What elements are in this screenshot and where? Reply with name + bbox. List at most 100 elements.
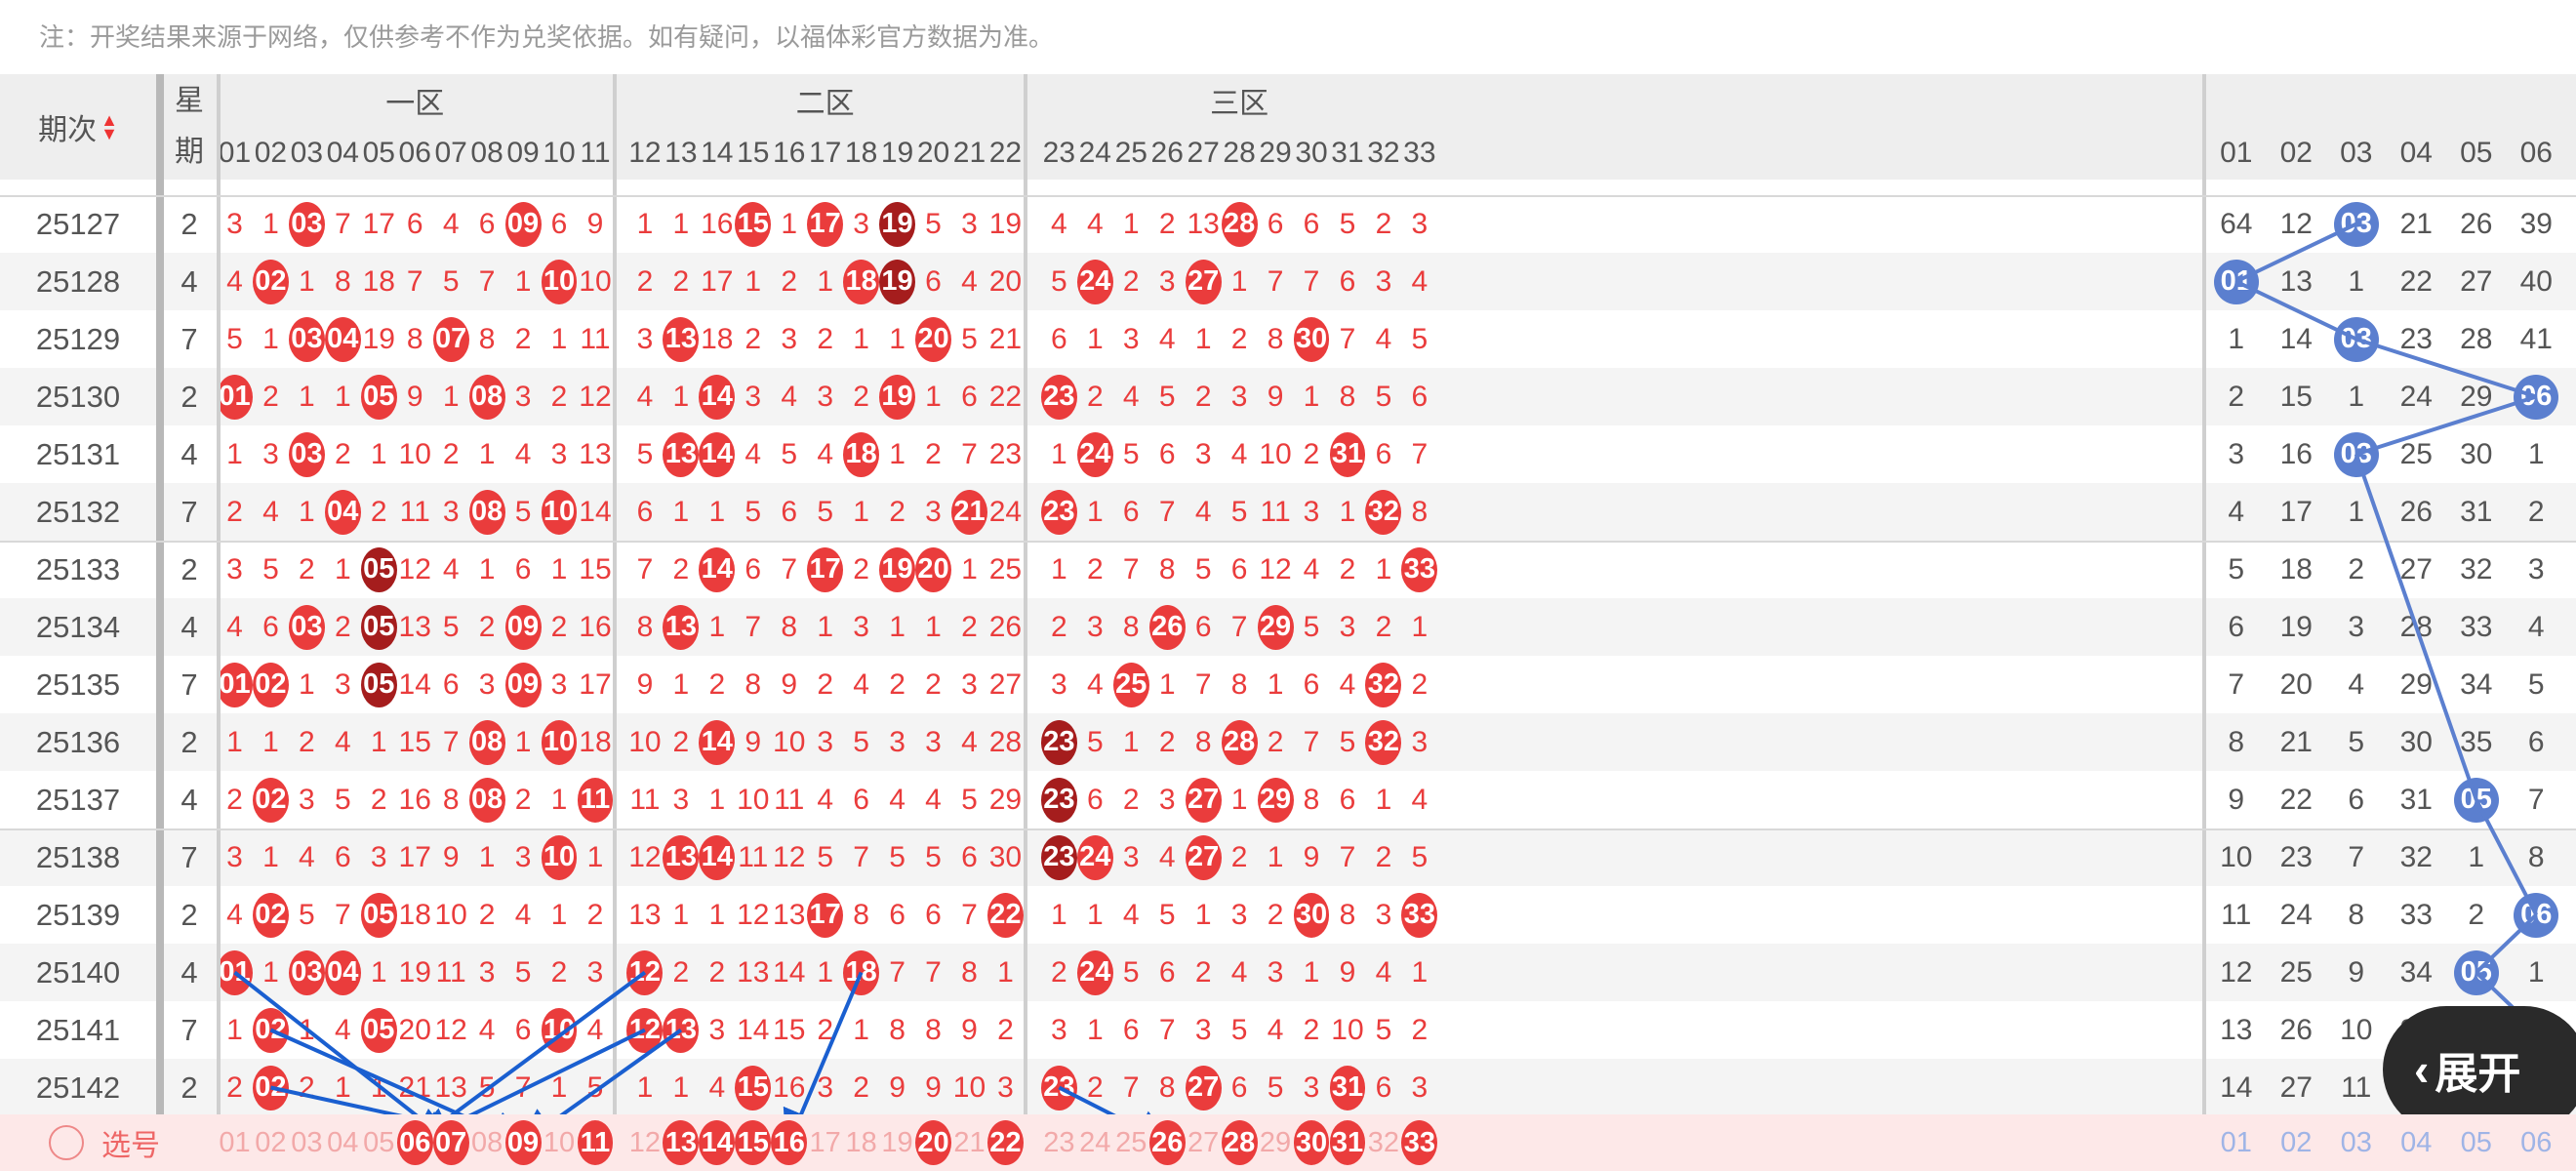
red-miss-cell: 9	[1267, 380, 1284, 413]
blue-miss-cell: 8	[2348, 898, 2365, 931]
red-hit-ball: 08	[468, 713, 505, 771]
pick-red-selected[interactable]: 22	[986, 1114, 1024, 1171]
issue-cell: 25135	[35, 666, 121, 702]
pick-red-selected[interactable]: 28	[1221, 1114, 1258, 1171]
pick-blue-number[interactable]: 02	[2280, 1126, 2313, 1158]
pick-red-number[interactable]: 05	[363, 1126, 395, 1158]
red-miss-cell: 2	[997, 1013, 1014, 1046]
pick-blue-number[interactable]: 01	[2220, 1126, 2252, 1158]
pick-red-selected[interactable]: 26	[1148, 1114, 1186, 1171]
pick-red-selected[interactable]: 16	[771, 1114, 808, 1171]
sort-updown-icon[interactable]: ▲ ▼	[101, 110, 118, 143]
red-miss-cell: 6	[334, 840, 351, 873]
pick-red-selected[interactable]: 15	[735, 1114, 772, 1171]
red-miss-cell: 2	[1086, 1070, 1104, 1104]
red-miss-cell: 2	[299, 552, 315, 586]
red-miss-cell: 1	[1339, 495, 1356, 528]
red-miss-cell: 5	[442, 264, 460, 298]
pick-red-number[interactable]: 08	[470, 1126, 503, 1158]
pick-red-selected[interactable]: 09	[504, 1114, 542, 1171]
radio-circle-icon[interactable]	[49, 1125, 84, 1160]
red-miss-cell: 2	[262, 380, 279, 413]
pick-red-number[interactable]: 29	[1259, 1126, 1292, 1158]
pick-red-number[interactable]: 17	[809, 1126, 841, 1158]
blue-miss-cell: 33	[2399, 898, 2433, 931]
red-miss-cell: 1	[1086, 322, 1104, 355]
red-miss-cell: 9	[1339, 955, 1356, 989]
pick-blue-number[interactable]: 05	[2460, 1126, 2492, 1158]
red-miss-cell: 2	[226, 783, 243, 816]
red-miss-cell: 4	[889, 783, 906, 816]
pick-label[interactable]: 选号	[49, 1114, 160, 1171]
red-miss-cell: 2	[781, 264, 798, 298]
pick-red-number[interactable]: 02	[255, 1126, 287, 1158]
red-miss-cell: 3	[853, 610, 869, 643]
pick-red-selected[interactable]: 11	[577, 1114, 614, 1171]
blue-miss-cell: 9	[2228, 783, 2245, 816]
blue-miss-cell: 19	[2279, 610, 2313, 643]
pick-red-number[interactable]: 25	[1115, 1126, 1147, 1158]
pick-red-selected[interactable]: 13	[663, 1114, 700, 1171]
red-miss-cell: 2	[672, 955, 690, 989]
pick-blue-number[interactable]: 04	[2400, 1126, 2433, 1158]
red-hit-ball: 30	[1293, 886, 1330, 944]
red-miss-cell: 2	[1303, 437, 1320, 470]
pick-red-selected[interactable]: 20	[915, 1114, 951, 1171]
pick-red-number[interactable]: 03	[291, 1126, 323, 1158]
pick-red-selected[interactable]: 31	[1329, 1114, 1366, 1171]
pick-red-selected[interactable]: 07	[432, 1114, 469, 1171]
pick-red-number[interactable]: 10	[543, 1126, 576, 1158]
issue-cell: 25130	[35, 379, 121, 414]
pick-red-number[interactable]: 01	[219, 1126, 251, 1158]
blue-miss-cell: 10	[2220, 840, 2253, 873]
pick-red-number[interactable]: 32	[1367, 1126, 1400, 1158]
red-miss-cell: 10	[1259, 437, 1292, 470]
red-miss-cell: 2	[636, 264, 654, 298]
pick-red-selected[interactable]: 14	[699, 1114, 736, 1171]
blue-miss-cell: 12	[2220, 955, 2253, 989]
pick-red-number[interactable]: 23	[1043, 1126, 1075, 1158]
red-miss-cell: 2	[1411, 1013, 1429, 1046]
trend-table: 期次 ▲ ▼ 星期一区 二区 三区 01 02 03 04 05 06 07 08 09 10 11 12 13 14…	[0, 74, 2576, 1171]
pick-blue-number[interactable]: 06	[2520, 1126, 2553, 1158]
red-miss-cell: 5	[1086, 725, 1104, 758]
red-miss-cell: 3	[1194, 1013, 1212, 1046]
pick-red-selected[interactable]: 30	[1293, 1114, 1330, 1171]
red-miss-cell: 5	[1194, 552, 1212, 586]
pick-red-number[interactable]: 21	[953, 1126, 986, 1158]
red-miss-cell: 4	[1122, 898, 1140, 931]
red-miss-cell: 4	[781, 380, 798, 413]
red-hit-ball: 03	[288, 310, 325, 368]
expand-button[interactable]: ‹ 展开	[2383, 1006, 2576, 1133]
red-miss-cell: 3	[1194, 437, 1212, 470]
pick-blue-number[interactable]: 03	[2340, 1126, 2372, 1158]
pick-red-selected[interactable]: 06	[396, 1114, 433, 1171]
pick-red-number[interactable]: 19	[881, 1126, 913, 1158]
red-miss-cell: 21	[398, 1070, 431, 1104]
pick-red-number[interactable]: 04	[327, 1126, 359, 1158]
red-column-header: 24	[1078, 137, 1111, 169]
red-miss-cell: 4	[1086, 667, 1104, 701]
red-miss-cell: 12	[434, 1013, 467, 1046]
red-miss-cell: 2	[586, 898, 604, 931]
pick-red-number[interactable]: 27	[1187, 1126, 1220, 1158]
red-miss-cell: 4	[442, 207, 460, 240]
red-miss-cell: 5	[262, 552, 279, 586]
pick-red-number[interactable]: 18	[845, 1126, 877, 1158]
issue-header[interactable]: 期次 ▲ ▼	[0, 74, 156, 180]
red-miss-cell: 2	[334, 610, 351, 643]
red-miss-cell: 3	[1375, 898, 1392, 931]
red-miss-cell: 12	[1259, 552, 1292, 586]
pick-red-number[interactable]: 24	[1079, 1126, 1111, 1158]
red-miss-cell: 2	[672, 264, 690, 298]
red-hit-ball: 09	[504, 598, 542, 656]
red-miss-cell: 11	[738, 840, 769, 873]
red-miss-cell: 3	[1086, 610, 1104, 643]
red-hit-ball: 10	[541, 828, 578, 886]
blue-hit-ball: 06	[2507, 886, 2567, 944]
pick-red-number[interactable]: 12	[628, 1126, 662, 1158]
issue-cell: 25136	[35, 724, 121, 759]
pick-red-selected[interactable]: 33	[1401, 1114, 1438, 1171]
red-miss-cell: 7	[1230, 610, 1248, 643]
red-miss-cell: 3	[1303, 495, 1320, 528]
